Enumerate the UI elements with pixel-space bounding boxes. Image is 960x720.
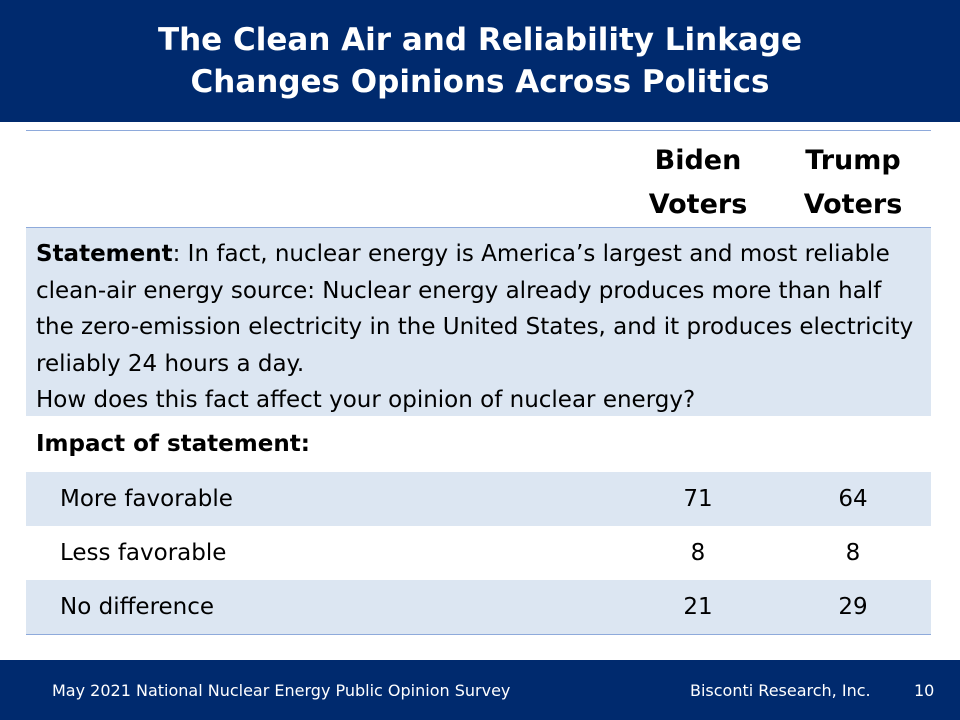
table-bottom-rule bbox=[26, 634, 931, 635]
biden-value: 71 bbox=[683, 486, 713, 512]
column-header-biden-voters: Biden Voters bbox=[623, 139, 773, 227]
row-label: Less favorable bbox=[60, 540, 227, 566]
table-row: Less favorable 8 8 bbox=[26, 526, 931, 580]
footer-bar: May 2021 National Nuclear Energy Public … bbox=[0, 660, 960, 720]
row-label: More favorable bbox=[60, 486, 233, 512]
trump-value: 8 bbox=[845, 540, 861, 566]
slide-title-line-1: The Clean Air and Reliability Linkage bbox=[157, 22, 803, 58]
biden-value: 21 bbox=[683, 594, 713, 620]
statement-text: : In fact, nuclear energy is America’s l… bbox=[36, 241, 914, 377]
footer-organization: Bisconti Research, Inc. bbox=[690, 681, 871, 700]
column-header-trump-line1: Trump bbox=[805, 145, 901, 176]
statement-question: How does this fact affect your opinion o… bbox=[36, 387, 696, 413]
statement-block: Statement: In fact, nuclear energy is Am… bbox=[26, 228, 931, 416]
impact-heading: Impact of statement: bbox=[36, 431, 310, 457]
column-header-biden-line1: Biden bbox=[654, 145, 742, 176]
table-top-rule bbox=[26, 130, 931, 131]
statement-label: Statement bbox=[36, 241, 173, 267]
title-bar: The Clean Air and Reliability Linkage Ch… bbox=[0, 0, 960, 122]
table-row: More favorable 71 64 bbox=[26, 472, 931, 526]
trump-value: 29 bbox=[838, 594, 868, 620]
slide-title-line-2: Changes Opinions Across Politics bbox=[190, 64, 770, 100]
table-row: No difference 21 29 bbox=[26, 580, 931, 634]
biden-value: 8 bbox=[690, 540, 706, 566]
row-label: No difference bbox=[60, 594, 215, 620]
column-header-trump-voters: Trump Voters bbox=[778, 139, 928, 227]
page-number: 10 bbox=[914, 681, 935, 700]
column-header-trump-line2: Voters bbox=[803, 189, 903, 220]
results-table: Biden Voters Trump Voters Statement: In … bbox=[26, 130, 931, 635]
table-header-row: Biden Voters Trump Voters bbox=[26, 131, 931, 228]
column-header-biden-line2: Voters bbox=[648, 189, 748, 220]
trump-value: 64 bbox=[838, 486, 868, 512]
footer-survey-name: May 2021 National Nuclear Energy Public … bbox=[52, 681, 511, 700]
